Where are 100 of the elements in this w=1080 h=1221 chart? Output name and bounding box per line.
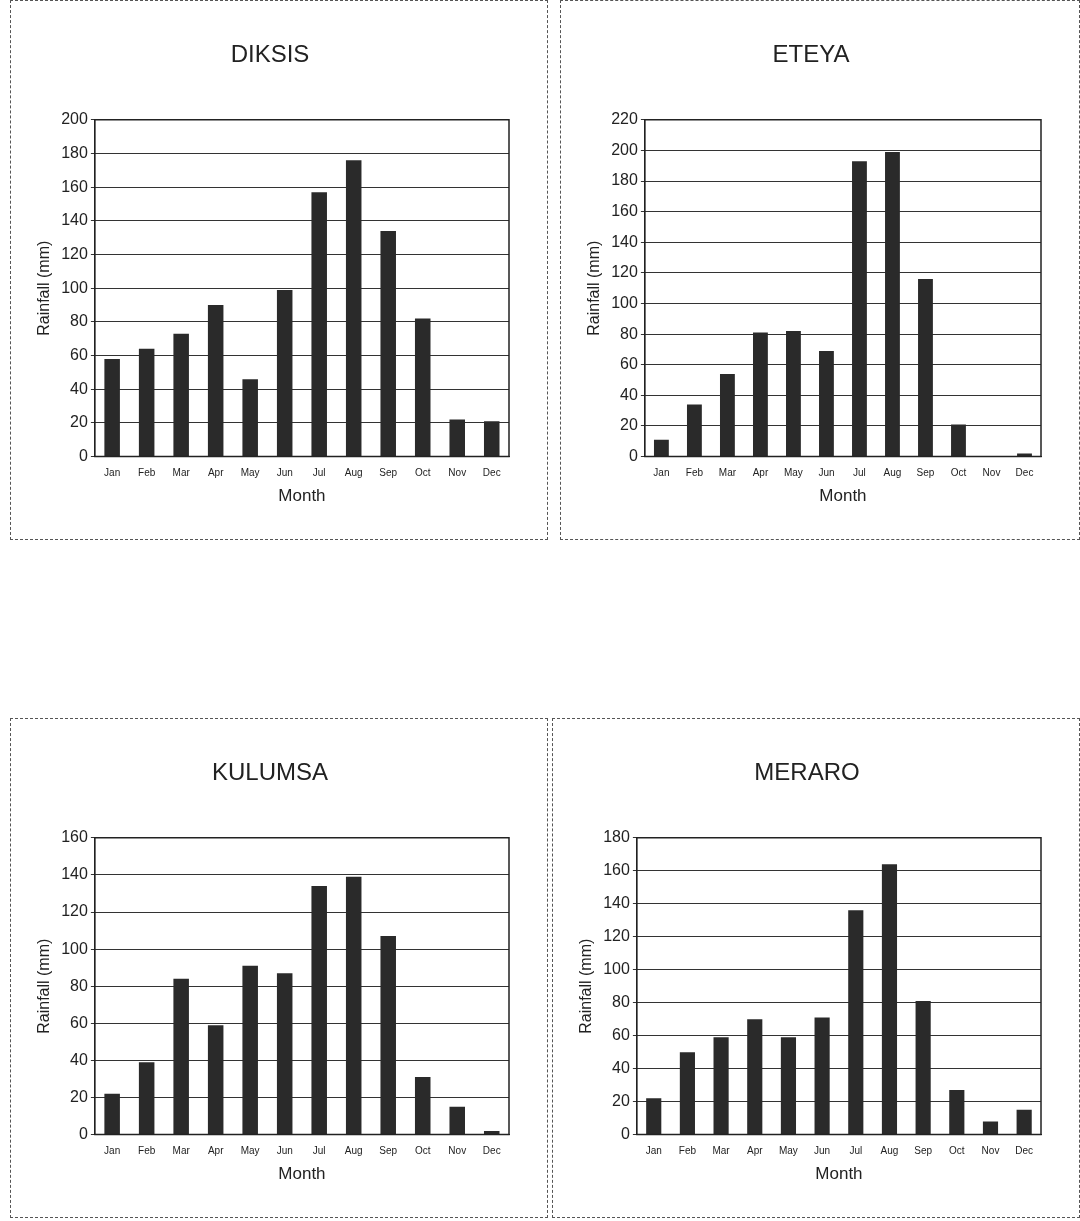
y-tick-label: 40	[620, 385, 638, 403]
y-tick-label: 120	[603, 927, 630, 945]
y-tick-label: 200	[61, 110, 88, 128]
x-tick-label: Jul	[312, 1145, 326, 1157]
x-tick-label: Nov	[981, 1145, 1000, 1157]
y-tick-label: 160	[603, 861, 630, 879]
y-tick-label: 120	[611, 263, 638, 281]
y-tick-label: 100	[603, 960, 630, 978]
y-tick-label: 60	[70, 345, 88, 363]
x-tick-label: Nov	[448, 467, 467, 479]
x-tick-label: Sep	[379, 1145, 398, 1157]
y-tick-label: 180	[603, 828, 630, 846]
y-tick-label: 140	[611, 232, 638, 250]
x-tick-label: Jun	[814, 1145, 831, 1157]
y-tick-label: 100	[61, 278, 88, 296]
x-tick-label: Feb	[138, 1145, 156, 1157]
y-tick-label: 160	[611, 202, 638, 220]
x-tick-label: Aug	[880, 1145, 899, 1157]
x-tick-label: Mar	[712, 1145, 731, 1157]
y-tick-label: 80	[70, 312, 88, 330]
x-tick-label: Jan	[104, 1145, 121, 1157]
x-tick-label: Nov	[982, 467, 1001, 479]
x-tick-label: Aug	[344, 467, 363, 479]
y-tick-label: 0	[620, 1125, 630, 1143]
y-tick-label: 20	[620, 416, 638, 434]
y-tick-label: 60	[620, 355, 638, 373]
x-axis-title: Month	[278, 1164, 326, 1184]
y-axis-title: Rainfall (mm)	[577, 938, 595, 1034]
x-tick-label: Mar	[172, 1145, 191, 1157]
y-tick-label: 120	[61, 244, 88, 262]
x-tick-label: Dec	[1015, 1145, 1034, 1157]
y-tick-label: 20	[612, 1092, 630, 1110]
chart-title: ETEYA	[772, 40, 850, 68]
x-tick-label: Jul	[853, 467, 866, 479]
y-tick-label: 160	[61, 828, 88, 846]
y-tick-label: 140	[61, 211, 88, 229]
y-tick-label: 60	[70, 1013, 88, 1031]
x-tick-label: Jan	[653, 467, 670, 479]
y-tick-label: 220	[611, 110, 638, 128]
x-axis-title: Month	[278, 486, 326, 506]
y-tick-label: 80	[620, 324, 638, 342]
x-tick-label: Dec	[482, 467, 501, 479]
y-tick-label: 180	[61, 143, 88, 161]
chart-title: KULUMSA	[211, 758, 329, 786]
y-tick-label: 60	[612, 1026, 630, 1044]
y-tick-label: 140	[603, 894, 630, 912]
y-tick-label: 180	[611, 171, 638, 189]
y-tick-label: 0	[78, 1125, 88, 1143]
x-tick-label: Jun	[276, 1145, 293, 1157]
y-axis-title: Rainfall (mm)	[35, 938, 53, 1034]
x-tick-label: Feb	[678, 1145, 697, 1157]
y-tick-label: 200	[611, 140, 638, 158]
x-tick-label: Aug	[344, 1145, 363, 1157]
y-tick-label: 120	[61, 902, 88, 920]
x-tick-label: Apr	[207, 467, 225, 479]
y-tick-label: 40	[70, 379, 88, 397]
x-tick-label: May	[240, 1145, 260, 1157]
x-tick-label: Feb	[138, 467, 156, 479]
x-tick-label: Jul	[312, 467, 326, 479]
y-tick-label: 80	[612, 993, 630, 1011]
y-tick-label: 40	[612, 1059, 630, 1077]
x-axis-title: Month	[815, 1164, 863, 1184]
x-axis-title: Month	[819, 486, 867, 506]
y-tick-label: 80	[70, 976, 88, 994]
y-tick-label: 100	[61, 939, 88, 957]
x-tick-label: May	[240, 467, 260, 479]
x-tick-label: Mar	[172, 467, 191, 479]
x-tick-label: Apr	[207, 1145, 225, 1157]
x-tick-label: Apr	[746, 1145, 764, 1157]
x-tick-label: Jun	[818, 467, 835, 479]
y-tick-label: 0	[78, 447, 88, 465]
x-tick-label: Apr	[752, 467, 769, 479]
x-tick-label: Dec	[482, 1145, 501, 1157]
x-tick-label: Mar	[718, 467, 737, 479]
y-tick-label: 40	[70, 1050, 88, 1068]
x-tick-label: Jan	[645, 1145, 662, 1157]
x-tick-label: Oct	[949, 1145, 965, 1157]
y-tick-label: 0	[628, 447, 638, 465]
y-tick-label: 20	[70, 1087, 88, 1105]
y-tick-label: 20	[70, 413, 88, 431]
x-tick-label: Jan	[104, 467, 121, 479]
x-tick-label: Feb	[685, 467, 704, 479]
x-tick-label: Dec	[1015, 467, 1034, 479]
x-tick-label: May	[783, 467, 803, 479]
y-tick-label: 100	[611, 293, 638, 311]
y-axis-title: Rainfall (mm)	[35, 240, 53, 336]
chart-title: DIKSIS	[230, 40, 310, 68]
chart-title: MERARO	[754, 758, 860, 786]
y-tick-label: 140	[61, 865, 88, 883]
y-tick-label: 160	[61, 177, 88, 195]
x-tick-label: Oct	[950, 467, 967, 479]
x-tick-label: Sep	[379, 467, 398, 479]
x-tick-label: Sep	[914, 1145, 933, 1157]
x-tick-label: Sep	[916, 467, 935, 479]
x-tick-label: May	[778, 1145, 798, 1157]
x-tick-label: Jul	[849, 1145, 863, 1157]
x-tick-label: Nov	[448, 1145, 467, 1157]
x-tick-label: Aug	[883, 467, 902, 479]
y-axis-title: Rainfall (mm)	[585, 240, 603, 336]
x-tick-label: Jun	[276, 467, 293, 479]
